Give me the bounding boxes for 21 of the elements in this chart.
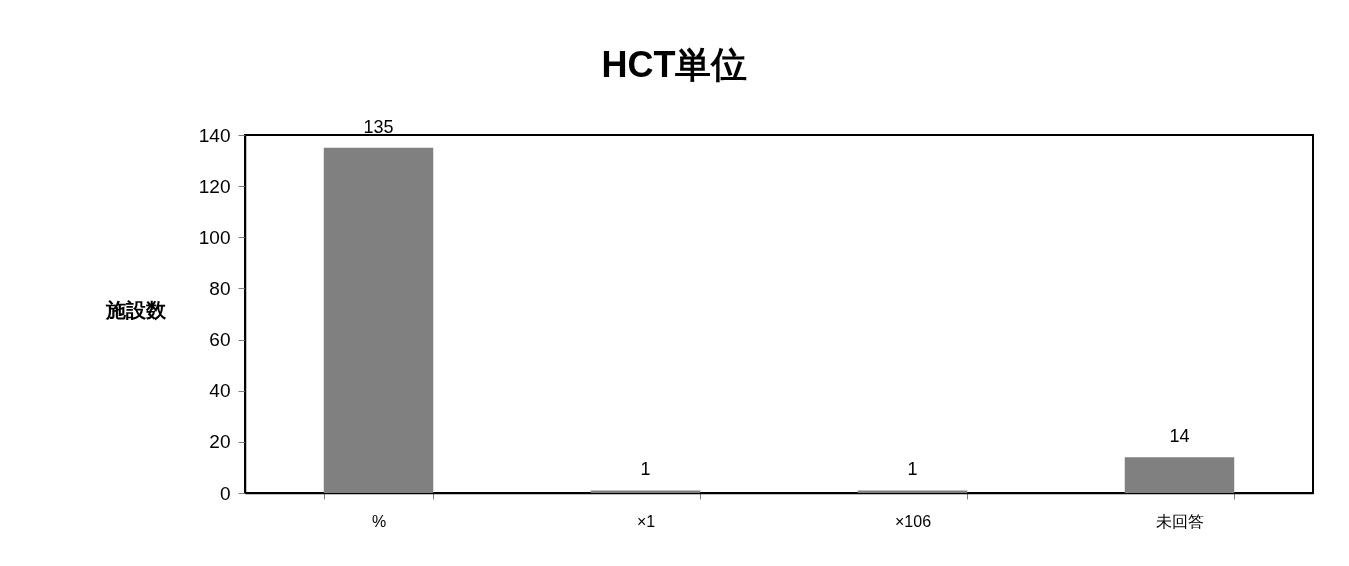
bar [590,490,701,493]
data-label: 1 [640,459,651,480]
data-label: 135 [363,116,394,137]
chart-title: HCT単位 [601,43,748,85]
y-tick-label: 20 [209,431,231,453]
y-tick-label: 140 [198,124,231,146]
y-tick-label: 120 [198,175,231,197]
data-label: 14 [1169,426,1190,447]
x-tick-label: % [371,512,387,530]
bar [857,490,968,493]
y-tick-label: 80 [209,277,231,299]
y-tick-label: 60 [209,329,231,351]
y-axis-title: 施設数 [104,298,167,321]
y-tick-label: 40 [209,380,231,402]
y-tick-label: 100 [198,226,231,248]
x-tick-label: ×106 [894,512,932,530]
x-tick-label: ×1 [636,512,656,530]
x-tick-label: 未回答 [1156,512,1204,530]
y-tick-label: 0 [219,482,231,504]
data-label: 1 [907,459,918,480]
bar [1124,457,1235,493]
